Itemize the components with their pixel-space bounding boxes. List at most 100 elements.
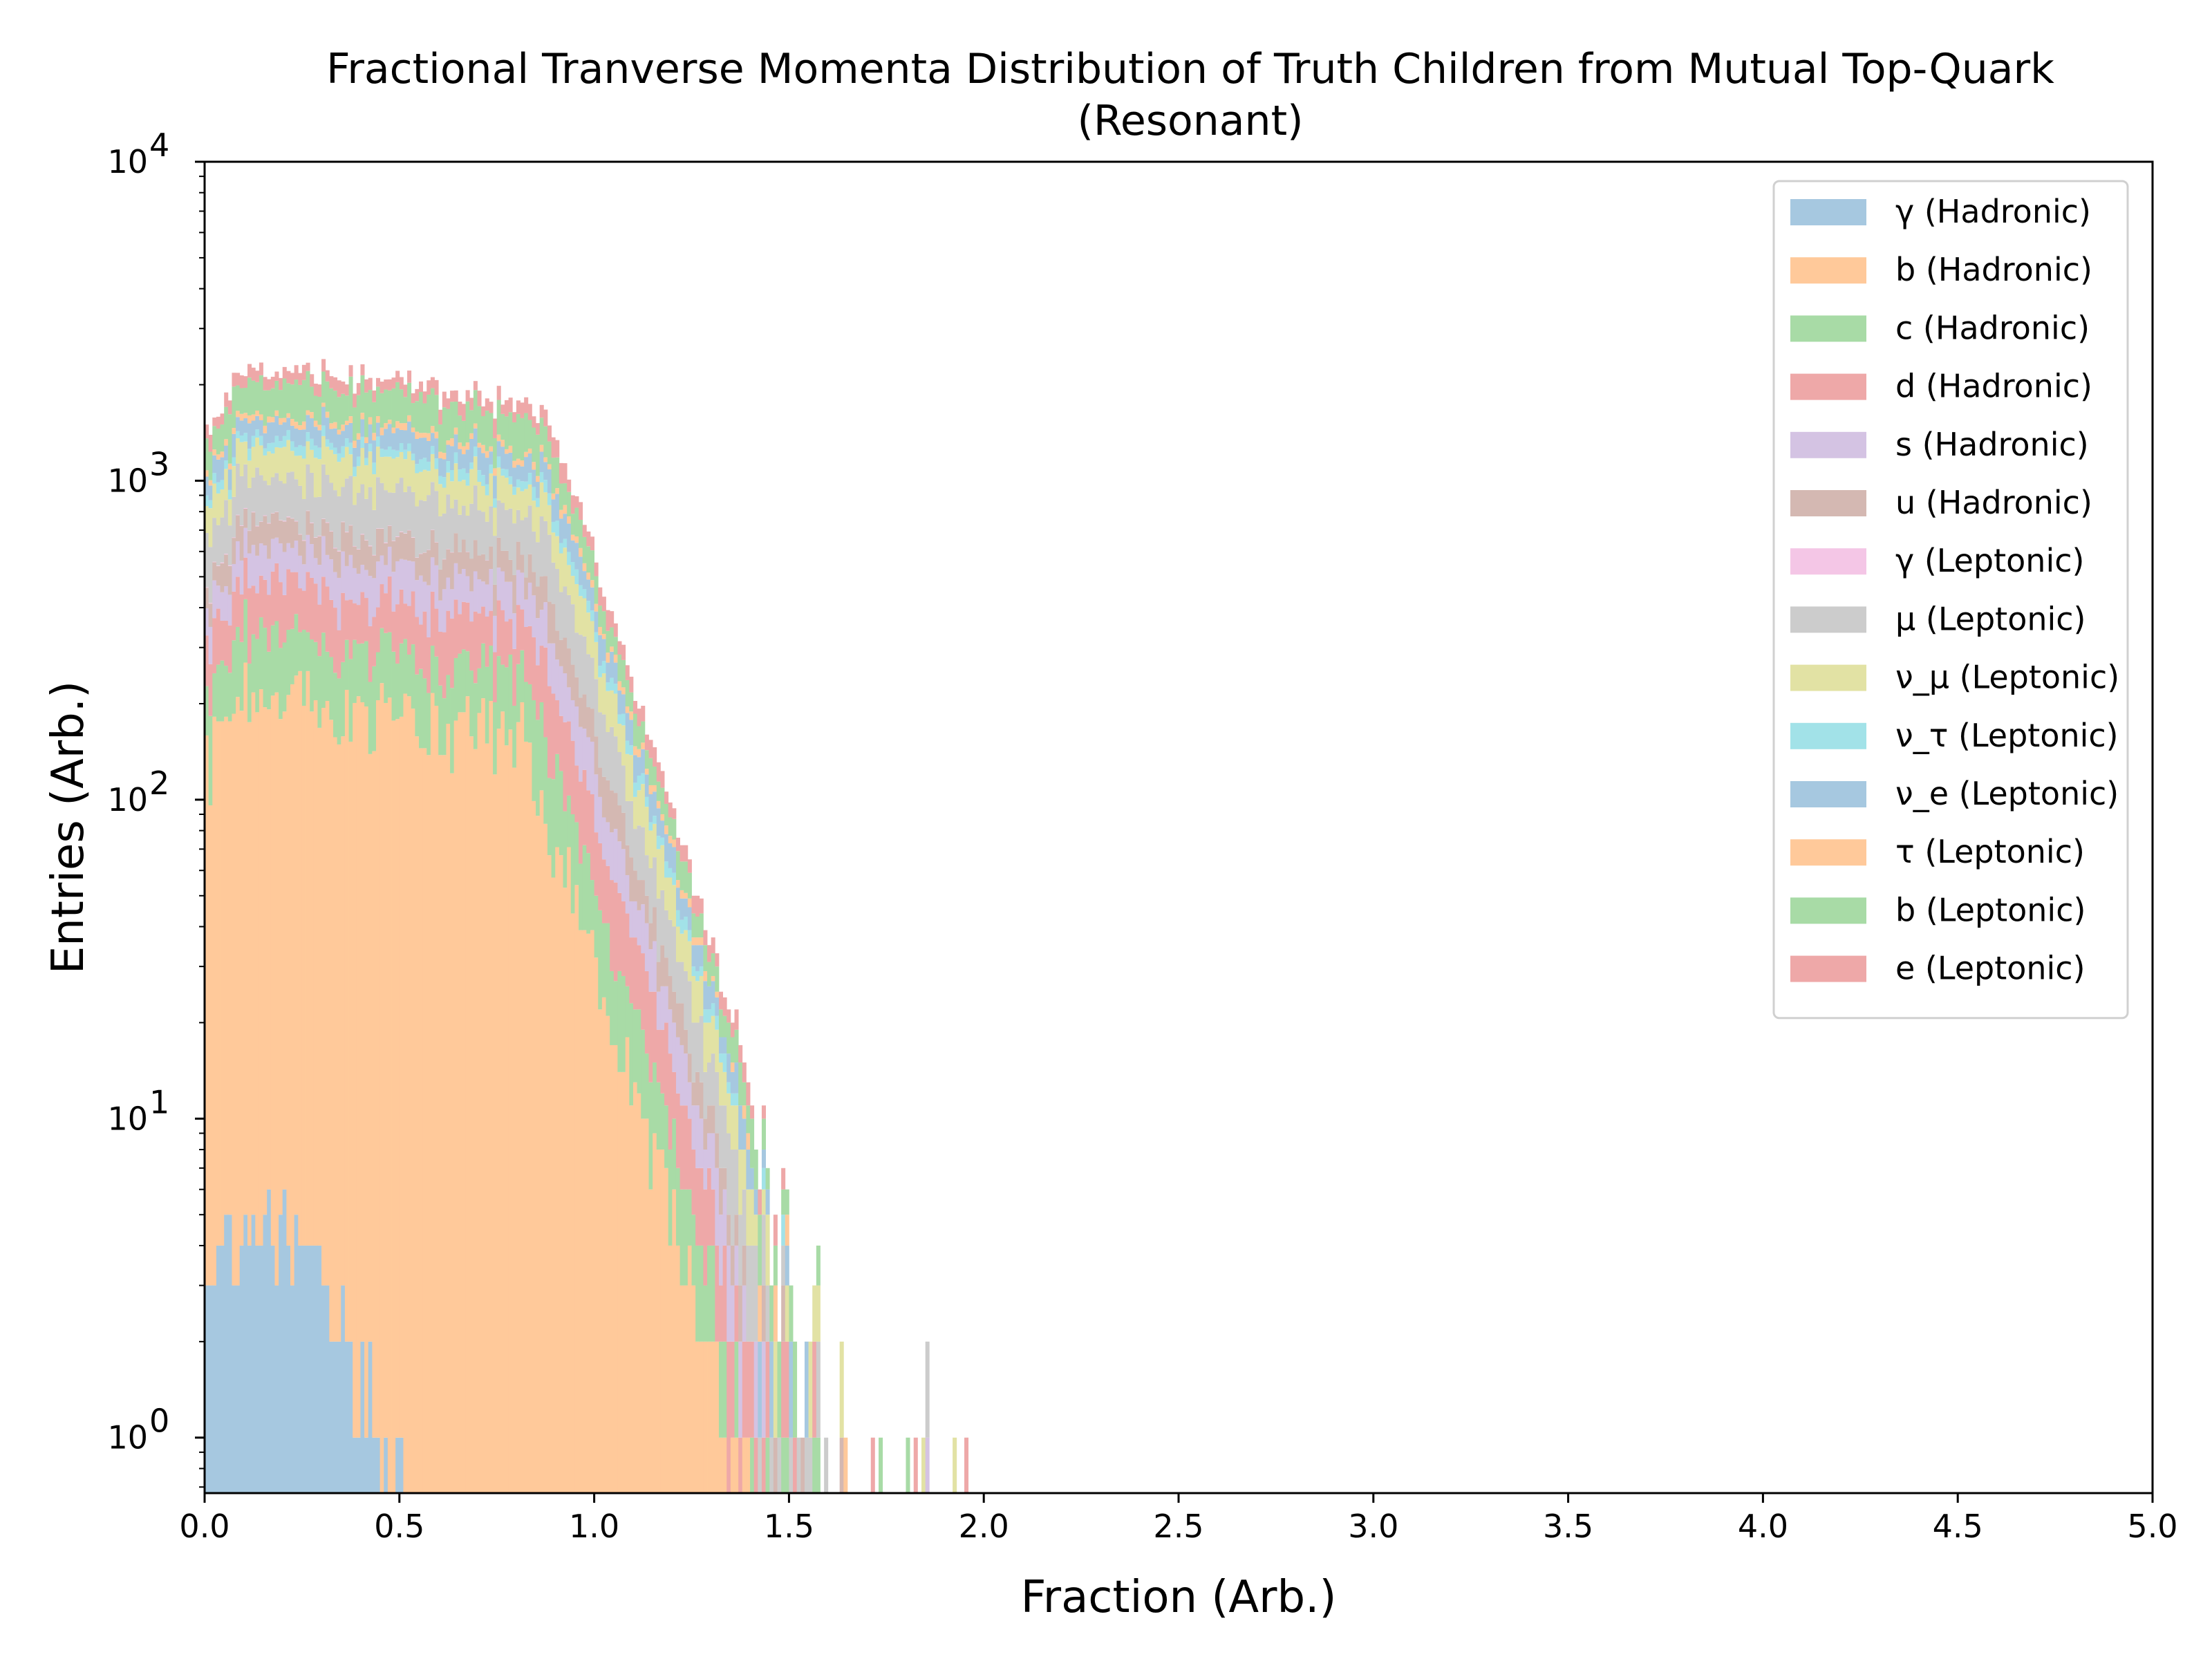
legend-swatch (1790, 199, 1866, 225)
histogram-bar (415, 464, 420, 474)
histogram-bar (695, 917, 700, 938)
histogram-bar (384, 565, 388, 594)
histogram-bar (407, 371, 412, 383)
histogram-bar (344, 384, 349, 396)
histogram-bar (364, 443, 369, 458)
histogram-bar (469, 469, 474, 504)
histogram-bar (574, 507, 579, 536)
histogram-bar (461, 649, 467, 713)
histogram-bar (453, 599, 458, 658)
histogram-bar (298, 671, 303, 1246)
histogram-bar (921, 1437, 926, 1493)
histogram-bar (477, 442, 482, 448)
histogram-bar (391, 433, 396, 450)
histogram-bar (485, 521, 489, 561)
histogram-bar (286, 472, 291, 517)
histogram-bar (879, 1437, 883, 1493)
histogram-bar (227, 400, 232, 415)
histogram-bar (718, 1285, 723, 1342)
histogram-bar (746, 1245, 751, 1342)
histogram-bar (239, 560, 244, 594)
histogram-bar (337, 429, 341, 435)
histogram-bar (473, 456, 478, 486)
histogram-bar (344, 424, 349, 439)
histogram-bar (317, 430, 322, 448)
histogram-bar (368, 417, 373, 424)
histogram-bar (738, 1105, 743, 1150)
histogram-bar (442, 559, 447, 560)
histogram-bar (216, 664, 221, 722)
histogram-bar (239, 388, 244, 414)
histogram-bar (368, 1341, 373, 1493)
histogram-bar (508, 484, 513, 509)
histogram-bar (243, 376, 248, 388)
histogram-bar (816, 1285, 821, 1342)
histogram-bar (239, 375, 244, 388)
histogram-bar (489, 402, 494, 413)
histogram-bar (477, 470, 482, 482)
histogram-bar (730, 1037, 735, 1063)
histogram-bar (617, 1071, 622, 1493)
histogram-bar (481, 606, 486, 644)
histogram-bar (306, 410, 310, 415)
histogram-bar (216, 454, 221, 460)
histogram-bar (789, 1341, 794, 1438)
histogram-bar (625, 713, 630, 741)
histogram-bar (481, 698, 486, 1493)
histogram-bar (601, 673, 606, 715)
histogram-bar (718, 1062, 723, 1106)
histogram-bar (294, 479, 299, 521)
histogram-bar (407, 451, 412, 487)
histogram-bar (403, 491, 408, 534)
histogram-bar (493, 498, 498, 508)
histogram-bar (247, 664, 252, 722)
histogram-bar (279, 543, 283, 583)
histogram-bar (707, 986, 712, 1010)
histogram-bar (699, 1118, 704, 1168)
histogram-bar (337, 496, 341, 551)
histogram-bar (621, 725, 626, 766)
histogram-bar (679, 898, 684, 920)
histogram-bar (298, 534, 303, 535)
histogram-bar (220, 1245, 225, 1493)
histogram-bar (341, 393, 346, 425)
histogram-bar (321, 1285, 326, 1493)
histogram-bar (372, 554, 377, 556)
histogram-bar (734, 1285, 739, 1342)
histogram-bar (427, 495, 431, 550)
histogram-bar (403, 397, 408, 424)
histogram-bar (325, 418, 330, 440)
histogram-bar (711, 953, 715, 976)
histogram-bar (399, 389, 404, 424)
histogram-bar (411, 403, 415, 428)
histogram-bar (263, 455, 268, 481)
histogram-bar (765, 1437, 770, 1493)
histogram-bar (294, 447, 299, 456)
histogram-bar (282, 447, 287, 484)
histogram-bar (691, 913, 696, 938)
histogram-bar (695, 971, 700, 982)
histogram-bar (664, 910, 669, 958)
histogram-bar (422, 469, 427, 501)
histogram-bar (675, 1003, 680, 1038)
histogram-bar (458, 653, 462, 713)
histogram-bar (415, 557, 420, 581)
histogram-bar (453, 427, 458, 435)
histogram-bar (644, 774, 649, 797)
histogram-bar (453, 390, 458, 402)
histogram-bar (496, 456, 501, 468)
histogram-bar (738, 1285, 743, 1342)
histogram-bar (329, 599, 334, 657)
histogram-bar (570, 664, 575, 701)
histogram-bar (341, 424, 346, 431)
histogram-bar (301, 541, 306, 565)
histogram-bar (208, 603, 213, 627)
histogram-bar (481, 406, 486, 416)
histogram-bar (672, 926, 677, 992)
histogram-bar (675, 1245, 680, 1493)
histogram-bar (703, 971, 708, 982)
histogram-bar (236, 626, 241, 697)
histogram-bar (301, 379, 306, 422)
histogram-bar (411, 644, 415, 709)
histogram-bar (348, 525, 353, 526)
